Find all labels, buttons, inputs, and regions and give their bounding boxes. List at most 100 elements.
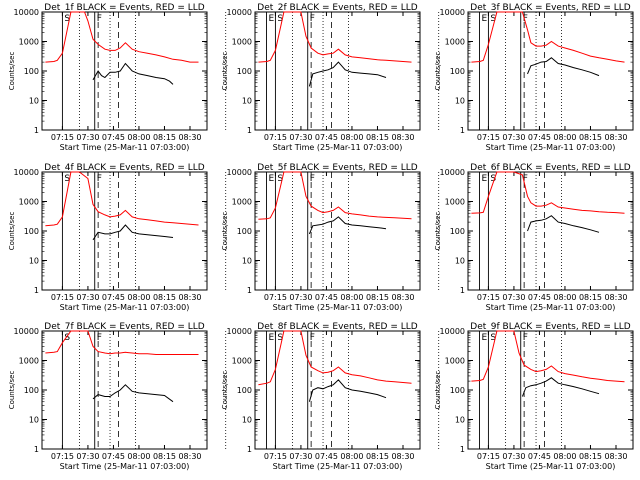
- x-tick-label: 08:00: [340, 452, 363, 461]
- x-tick-label: 08:00: [553, 133, 576, 142]
- x-tick-label: 07:30: [502, 133, 525, 142]
- series-line-events: [92, 384, 174, 403]
- panel-9: Det_9f BLACK = Events, RED = LLD 1 10 100 10…: [434, 322, 634, 471]
- x-tick-label: 08:00: [340, 293, 363, 302]
- y-tick-label: 1000: [19, 357, 39, 366]
- panel-5: Det_5f BLACK = Events, RED = LLD11010010…: [221, 163, 488, 312]
- x-axis-label: Start Time (25-Mar-11 07:03:00): [60, 143, 190, 152]
- marker-label-e: E: [482, 333, 488, 343]
- series-line-events: [92, 224, 174, 241]
- marker-label-e: E: [269, 333, 275, 343]
- x-tick-label: 08:30: [178, 293, 201, 302]
- panel-title: Det_9f BLACK = Events, RED = LLD: [470, 322, 630, 332]
- panel-title: Det_8f BLACK = Events, RED = LLD: [257, 322, 417, 332]
- x-tick-label: 08:00: [553, 452, 576, 461]
- y-tick-label: 10: [242, 416, 252, 425]
- marker-label-s: S: [490, 333, 496, 343]
- x-tick-label: 07:15: [51, 133, 74, 142]
- y-tick-label: 10000: [440, 168, 465, 177]
- x-tick-label: 08:30: [178, 133, 201, 142]
- y-tick-label: 10000: [227, 8, 252, 17]
- panel-title: Det_1f BLACK = Events, RED = LLD: [44, 3, 204, 13]
- x-tick-label: 08:00: [553, 293, 576, 302]
- marker-label-f: F: [523, 14, 528, 24]
- x-axis-label: Start Time (25-Mar-11 07:03:00): [60, 462, 190, 471]
- marker-label-e: E: [482, 14, 488, 24]
- x-tick-label: 08:30: [604, 133, 627, 142]
- x-tick-label: 07:45: [102, 293, 125, 302]
- y-tick-label: 10000: [227, 168, 252, 177]
- y-axis-label: Counts/sec: [8, 212, 16, 251]
- x-tick-label: 07:15: [477, 452, 500, 461]
- y-tick-label: 1000: [232, 198, 252, 207]
- y-tick-label: 1000: [232, 357, 252, 366]
- y-axis-label: Counts/sec: [221, 212, 229, 251]
- series-line-events: [92, 62, 174, 85]
- x-tick-label: 08:15: [579, 293, 602, 302]
- x-tick-label: 08:15: [366, 293, 389, 302]
- y-tick-label: 1: [34, 445, 39, 454]
- y-tick-label: 1000: [445, 38, 465, 47]
- x-axis-label: Start Time (25-Mar-11 07:03:00): [273, 303, 403, 312]
- series-line-events: [527, 215, 600, 233]
- series-line-lld: [258, 171, 412, 220]
- series-line-lld: [258, 11, 412, 63]
- y-tick-label: 10: [242, 97, 252, 106]
- y-tick-label: 10: [455, 416, 465, 425]
- x-tick-label: 07:45: [528, 133, 551, 142]
- marker-label-e: E: [269, 14, 275, 24]
- x-tick-label: 08:30: [391, 452, 414, 461]
- y-axis-label: Counts/sec: [434, 371, 442, 410]
- x-tick-label: 07:30: [289, 133, 312, 142]
- x-axis-label: Start Time (25-Mar-11 07:03:00): [60, 303, 190, 312]
- y-tick-label: 1: [460, 126, 465, 135]
- x-tick-label: 07:30: [502, 293, 525, 302]
- x-axis-label: Start Time (25-Mar-11 07:03:00): [486, 143, 616, 152]
- y-tick-label: 1000: [232, 38, 252, 47]
- x-tick-label: 07:45: [102, 452, 125, 461]
- x-tick-label: 07:45: [528, 293, 551, 302]
- y-tick-label: 100: [450, 386, 465, 395]
- x-tick-label: 07:30: [502, 452, 525, 461]
- x-tick-label: 07:15: [477, 133, 500, 142]
- x-tick-label: 08:00: [127, 293, 150, 302]
- marker-label-s: S: [277, 14, 283, 24]
- series-line-lld: [45, 171, 199, 227]
- y-tick-label: 100: [450, 67, 465, 76]
- series-line-lld: [45, 11, 199, 63]
- marker-label-f: F: [523, 333, 528, 343]
- series-line-lld: [471, 11, 625, 63]
- x-tick-label: 08:15: [579, 133, 602, 142]
- panel-1: Det_1f BLACK = Events, RED = LLD11010010…: [8, 3, 275, 152]
- series-line-events: [308, 61, 387, 87]
- x-tick-label: 08:00: [127, 133, 150, 142]
- y-tick-label: 10000: [227, 327, 252, 336]
- panel-title: Det_4f BLACK = Events, RED = LLD: [44, 163, 204, 173]
- x-tick-label: 08:00: [340, 133, 363, 142]
- x-tick-label: 07:45: [315, 452, 338, 461]
- marker-label-e: E: [482, 174, 488, 184]
- x-tick-label: 07:15: [51, 293, 74, 302]
- x-axis-label: Start Time (25-Mar-11 07:03:00): [273, 143, 403, 152]
- marker-label-f: F: [523, 174, 528, 184]
- y-tick-label: 1000: [445, 198, 465, 207]
- x-tick-label: 07:15: [477, 293, 500, 302]
- x-tick-label: 08:15: [366, 452, 389, 461]
- series-line-events: [308, 379, 387, 402]
- y-tick-label: 1000: [445, 357, 465, 366]
- x-tick-label: 08:15: [366, 133, 389, 142]
- x-tick-label: 07:45: [315, 293, 338, 302]
- marker-label-f: F: [310, 14, 315, 24]
- y-tick-label: 100: [24, 67, 39, 76]
- y-tick-label: 100: [237, 67, 252, 76]
- plot-frame: [41, 330, 208, 450]
- x-tick-label: 08:15: [153, 293, 176, 302]
- panel-8: Det_8f BLACK = Events, RED = LLD11010010…: [221, 322, 488, 471]
- marker-label-f: F: [310, 174, 315, 184]
- series-line-lld: [471, 171, 625, 214]
- y-axis-label: Counts/sec: [8, 52, 16, 91]
- series-line-lld: [45, 330, 199, 355]
- marker-label-s: S: [64, 14, 70, 24]
- marker-label-f: F: [97, 174, 102, 184]
